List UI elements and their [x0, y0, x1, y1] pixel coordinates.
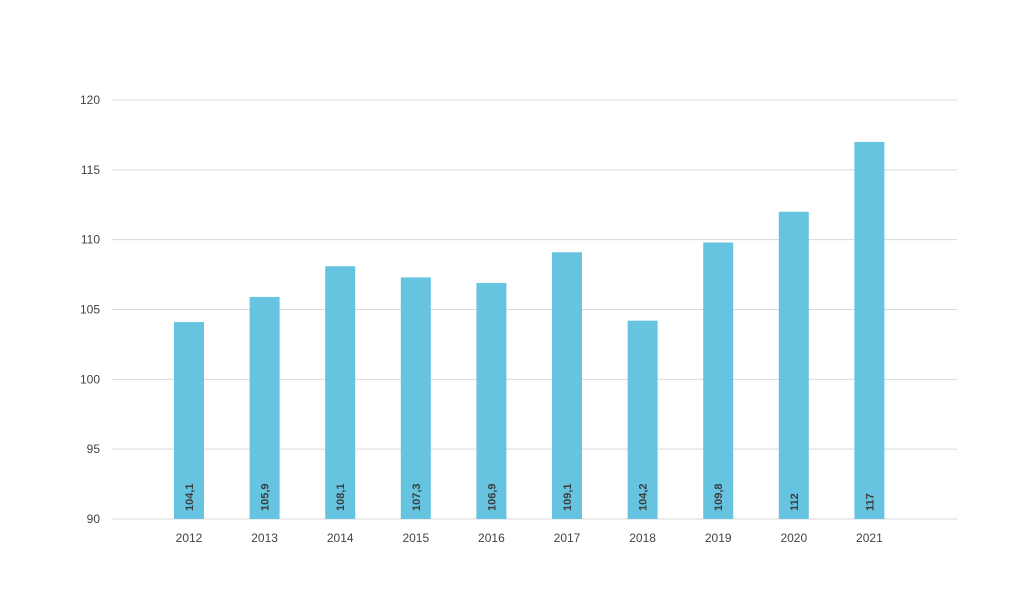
- y-tick-label: 95: [87, 442, 101, 456]
- y-tick-label: 100: [80, 372, 100, 386]
- x-tick-label: 2021: [856, 531, 883, 545]
- bar: [703, 242, 734, 519]
- bar: [778, 211, 809, 519]
- y-tick-label: 105: [80, 303, 100, 317]
- x-tick-label: 2020: [780, 531, 807, 545]
- x-tick-label: 2017: [554, 531, 581, 545]
- x-tick-label: 2015: [402, 531, 429, 545]
- bar: [325, 266, 356, 519]
- bar-value-label: 108,1: [335, 483, 347, 511]
- x-axis: 2012 2013 2014 2015 2016 2017 2018 2019 2020 2021: [176, 531, 883, 545]
- bar-value-label: 107,3: [411, 483, 423, 511]
- x-tick-label: 2012: [176, 531, 203, 545]
- bar: [249, 296, 280, 519]
- y-axis: 90 95 100 105 110 115 120: [80, 93, 100, 526]
- bar-value-label: 109,1: [562, 483, 574, 511]
- bar-value-label: 104,1: [184, 483, 196, 511]
- bars: 104,1 105,9 108,1 107,3 106,9 109,1 104,2 109,8…: [174, 141, 885, 519]
- bar-value-label: 104,2: [638, 483, 650, 511]
- gridlines: [112, 99, 957, 520]
- bar: [400, 277, 431, 519]
- x-tick-label: 2016: [478, 531, 505, 545]
- y-tick-label: 90: [87, 512, 101, 526]
- bar: [476, 282, 507, 519]
- bar: [174, 322, 204, 519]
- bar: [627, 320, 658, 519]
- bar: [552, 252, 582, 519]
- bar-value-label: 106,9: [486, 483, 498, 511]
- y-tick-label: 115: [81, 163, 100, 177]
- bar-value-label: 105,9: [260, 483, 272, 511]
- bar-value-label: 109,8: [713, 483, 725, 511]
- x-tick-label: 2019: [705, 531, 732, 545]
- x-tick-label: 2013: [251, 531, 278, 545]
- x-tick-label: 2014: [327, 531, 354, 545]
- y-tick-label: 120: [80, 93, 100, 107]
- x-tick-label: 2018: [629, 531, 656, 545]
- y-tick-label: 110: [81, 233, 100, 247]
- bar: [854, 141, 885, 519]
- bar-value-label: 112: [789, 493, 801, 511]
- bar-value-label: 117: [864, 493, 876, 511]
